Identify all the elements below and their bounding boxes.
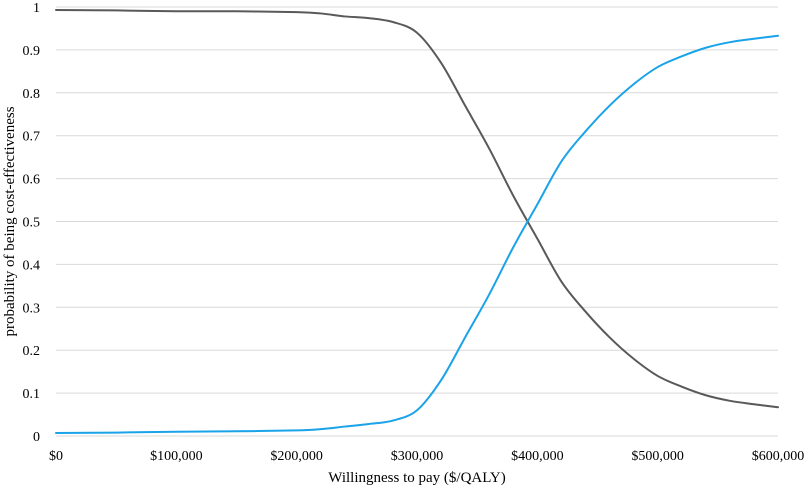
y-tick-label: 0.6 — [23, 173, 41, 188]
series-line-2 — [55, 34, 779, 434]
gridlines — [56, 6, 778, 437]
x-tick-label: $300,000 — [391, 449, 444, 464]
x-tick-label: $200,000 — [270, 449, 323, 464]
y-tick-label: 0.7 — [23, 130, 41, 145]
x-tick-label: $500,000 — [631, 449, 684, 464]
y-tick-label: 0.4 — [23, 258, 41, 273]
y-tick-label: 1 — [33, 1, 40, 16]
x-axis-tick-labels: $0 $100,000 $200,000 $300,000 $400,000 $500,0… — [49, 449, 804, 464]
y-tick-label: 0.9 — [23, 44, 41, 59]
y-tick-label: 0.1 — [23, 387, 41, 402]
y-axis-tick-labels: 0 0.1 0.2 0.3 0.4 0.5 0.6 0.7 0.8 0.9 1 — [23, 1, 41, 445]
series-lines — [55, 9, 779, 434]
y-tick-label: 0.8 — [23, 87, 41, 102]
x-tick-label: $600,000 — [752, 449, 805, 464]
x-tick-label: $100,000 — [150, 449, 203, 464]
y-tick-label: 0.2 — [23, 344, 41, 359]
series-line-1 — [55, 9, 779, 409]
x-axis-title: Willingness to pay ($/QALY) — [328, 470, 505, 486]
y-tick-label: 0.3 — [23, 301, 41, 316]
x-tick-label: $0 — [49, 449, 63, 464]
y-tick-label: 0 — [33, 430, 40, 445]
y-axis-title: probability of being cost-effectiveness — [2, 106, 18, 336]
y-tick-label: 0.5 — [23, 216, 41, 231]
x-tick-label: $400,000 — [511, 449, 564, 464]
